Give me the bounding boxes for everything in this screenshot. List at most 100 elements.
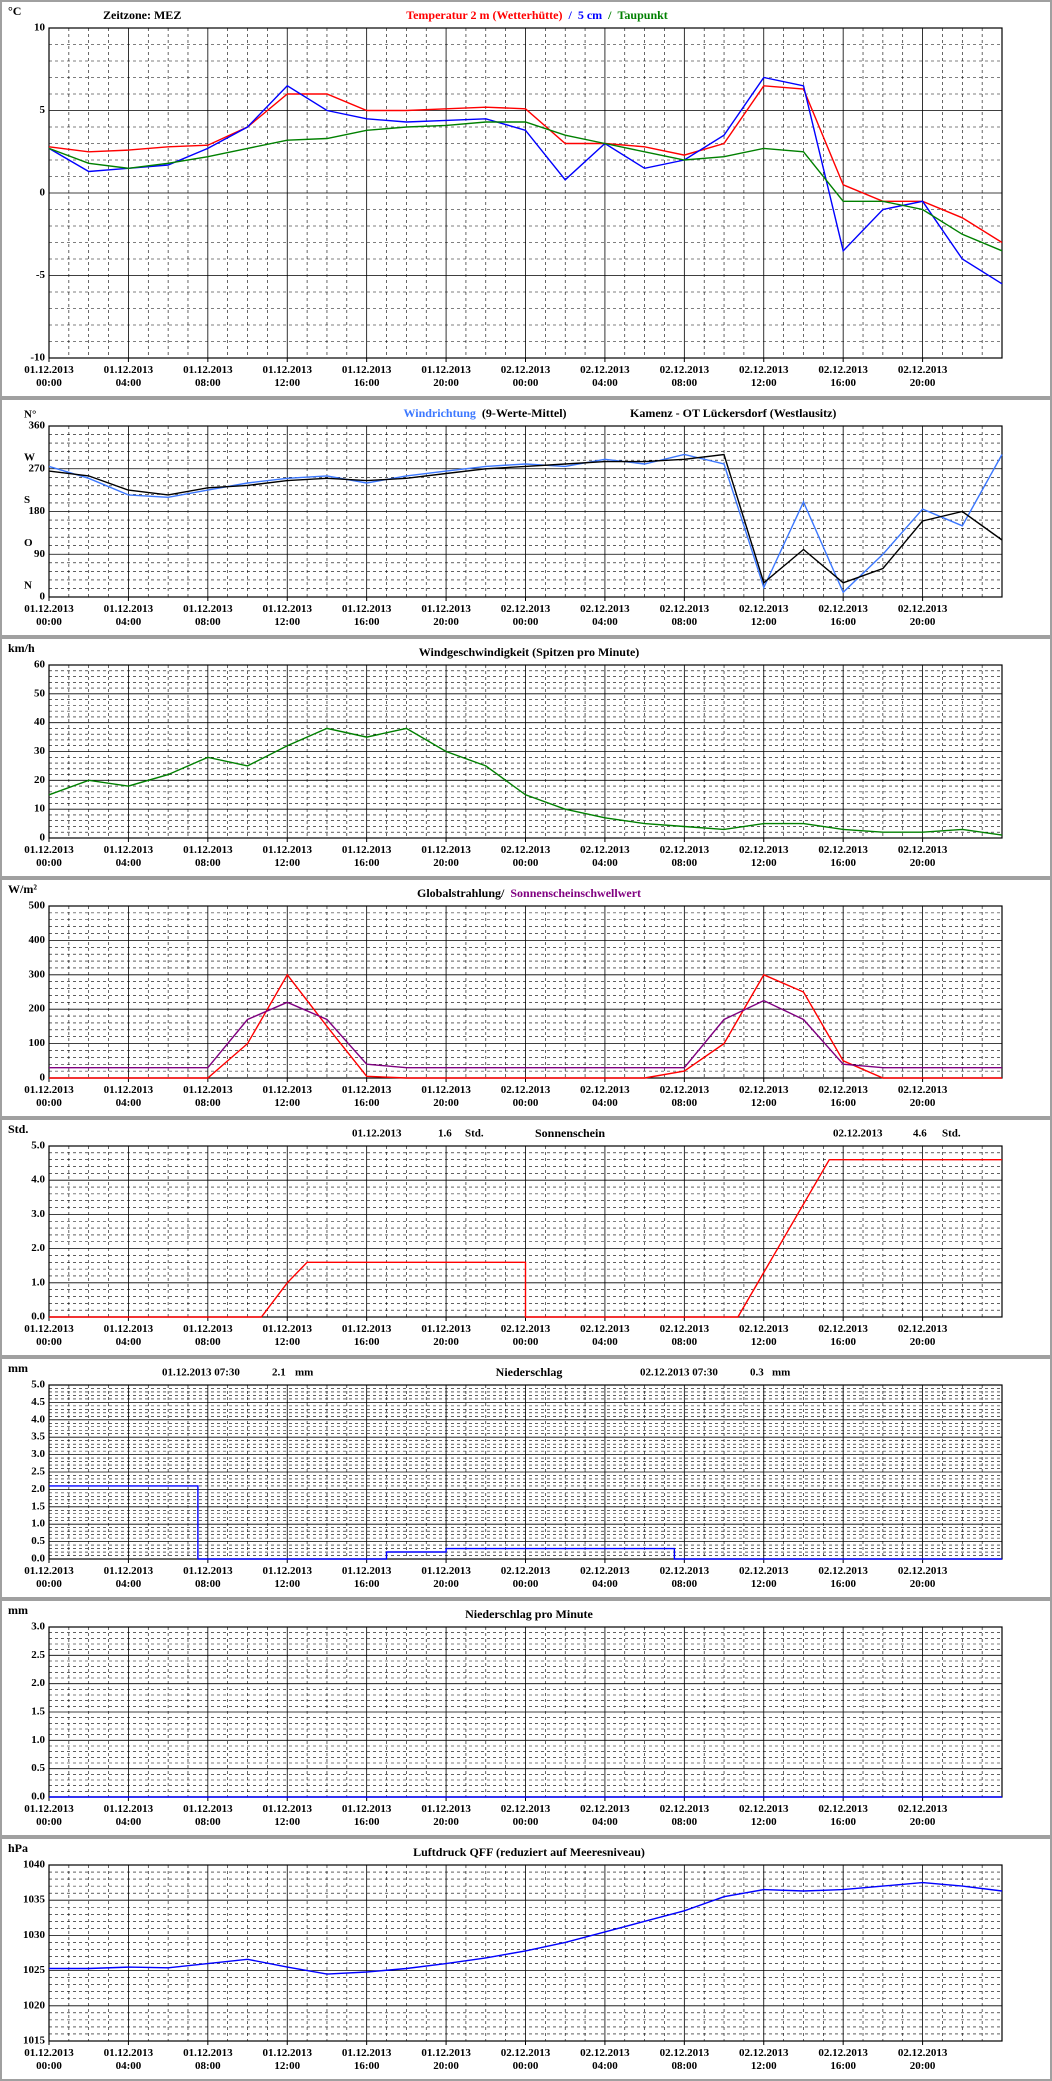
x-tick-label: 01.12.2013 16:00 [342,1084,392,1109]
x-tick-label: 02.12.2013 20:00 [898,1084,948,1109]
title-part: Temperatur 2 m (Wetterhütte) [406,8,562,22]
direction-label: S [24,494,30,506]
series-line [48,453,1003,585]
x-tick-label: 01.12.2013 04:00 [104,364,154,389]
unit-label: °C [8,4,21,18]
x-tick-label: 01.12.2013 12:00 [263,364,313,389]
title-part: Sonnenscheinschwellwert [510,886,641,900]
direction-label: W [24,451,35,463]
x-tick-label: 02.12.2013 20:00 [898,1323,948,1348]
y-tick-label: 270 [29,462,46,474]
x-tick-label: 01.12.2013 00:00 [24,1323,74,1348]
plot-frame [48,27,1003,359]
x-tick-label: 02.12.2013 16:00 [818,364,868,389]
x-tick-label: 02.12.2013 12:00 [739,1565,789,1590]
unit-label: km/h [8,641,35,655]
x-tick-label: 02.12.2013 16:00 [818,1565,868,1590]
annotation: Std. [942,1128,961,1140]
x-tick-label: 01.12.2013 04:00 [104,1323,154,1348]
y-tick-label: 1030 [23,1929,46,1941]
plot-frame [48,664,1003,839]
chart-title: Niederschlag [496,1365,563,1379]
y-tick-label: 1.0 [31,1518,45,1530]
x-tick-label: 02.12.2013 08:00 [660,1565,710,1590]
x-tick-label: 01.12.2013 00:00 [24,1803,74,1828]
panel-border [0,0,1052,398]
x-tick-label: 01.12.2013 20:00 [421,364,471,389]
x-tick-label: 02.12.2013 20:00 [898,603,948,628]
y-tick-label: 10 [34,22,46,34]
y-tick-label: 200 [29,1003,46,1015]
y-tick-label: 0.0 [31,1311,45,1323]
x-tick-label: 02.12.2013 08:00 [660,1084,710,1109]
x-tick-label: 01.12.2013 00:00 [24,844,74,869]
y-tick-label: 5.0 [31,1140,45,1152]
x-tick-label: 01.12.2013 08:00 [183,1084,233,1109]
plot-frame [48,1384,1003,1560]
y-tick-label: 1.0 [31,1276,45,1288]
unit-label: hPa [8,1841,28,1855]
chart-title: Luftdruck QFF (reduziert auf Meeresnivea… [413,1845,645,1859]
x-tick-label: 01.12.2013 04:00 [104,1803,154,1828]
panel-border [0,1599,1052,1837]
y-tick-label: 3.0 [31,1208,45,1220]
x-tick-label: 02.12.2013 04:00 [580,2047,630,2072]
y-tick-label: 500 [29,900,46,912]
x-tick-label: 02.12.2013 00:00 [501,1803,551,1828]
x-tick-label: 01.12.2013 12:00 [263,603,313,628]
direction-label: O [24,537,33,549]
x-tick-label: 01.12.2013 16:00 [342,603,392,628]
x-tick-label: 01.12.2013 16:00 [342,364,392,389]
panel-border [0,637,1052,878]
y-tick-label: 0.5 [31,1535,45,1547]
y-tick-label: 400 [29,934,46,946]
x-tick-label: 02.12.2013 04:00 [580,844,630,869]
x-tick-label: 02.12.2013 16:00 [818,844,868,869]
x-tick-label: 02.12.2013 08:00 [660,603,710,628]
x-tick-label: 02.12.2013 12:00 [739,844,789,869]
panel-border [0,1357,1052,1599]
x-tick-label: 02.12.2013 08:00 [660,1323,710,1348]
y-tick-label: 1020 [23,1999,46,2011]
x-tick-label: 01.12.2013 12:00 [263,1323,313,1348]
x-tick-label: 02.12.2013 04:00 [580,603,630,628]
x-tick-label: 01.12.2013 12:00 [263,1565,313,1590]
y-tick-label: -10 [30,352,45,364]
x-tick-label: 02.12.2013 00:00 [501,1084,551,1109]
x-tick-label: 01.12.2013 20:00 [421,603,471,628]
y-tick-label: 30 [34,745,46,757]
x-tick-label: 02.12.2013 20:00 [898,364,948,389]
chart-title: Niederschlag pro Minute [465,1607,593,1621]
x-tick-label: 02.12.2013 12:00 [739,1803,789,1828]
plot-frame [48,425,1003,598]
x-tick-label: 02.12.2013 12:00 [739,603,789,628]
annotation: mm [772,1367,790,1379]
x-tick-label: 01.12.2013 04:00 [104,603,154,628]
annotation: 0.3 [750,1367,764,1379]
chart-title: Windgeschwindigkeit (Spitzen pro Minute) [419,645,640,659]
plot-frame [48,1864,1003,2042]
x-tick-label: 02.12.2013 16:00 [818,1323,868,1348]
panel-border [0,1118,1052,1357]
chart-title: Globalstrahlung/Sonnenscheinschwellwert [417,886,641,900]
y-tick-label: 1.5 [31,1706,45,1718]
x-tick-label: 02.12.2013 04:00 [580,1084,630,1109]
y-tick-label: 2.5 [31,1466,45,1478]
y-tick-label: 0 [40,591,46,603]
chart-title: Temperatur 2 m (Wetterhütte) / 5 cm / Taupun… [406,8,668,22]
x-tick-label: 02.12.2013 04:00 [580,1323,630,1348]
x-tick-label: 01.12.2013 16:00 [342,1565,392,1590]
panel-border [0,1837,1052,2081]
x-tick-label: 01.12.2013 20:00 [421,1323,471,1348]
x-tick-label: 01.12.2013 20:00 [421,1803,471,1828]
y-tick-label: 3.0 [31,1448,45,1460]
y-tick-label: 1040 [23,1859,46,1871]
y-tick-label: 2.5 [31,1649,45,1661]
timezone: Zeitzone: MEZ [103,8,181,22]
y-tick-label: 0 [40,1072,46,1084]
title-part: 5 cm [578,8,602,22]
y-tick-label: 100 [29,1037,46,1049]
x-tick-label: 01.12.2013 12:00 [263,1084,313,1109]
x-tick-label: 01.12.2013 08:00 [183,1803,233,1828]
